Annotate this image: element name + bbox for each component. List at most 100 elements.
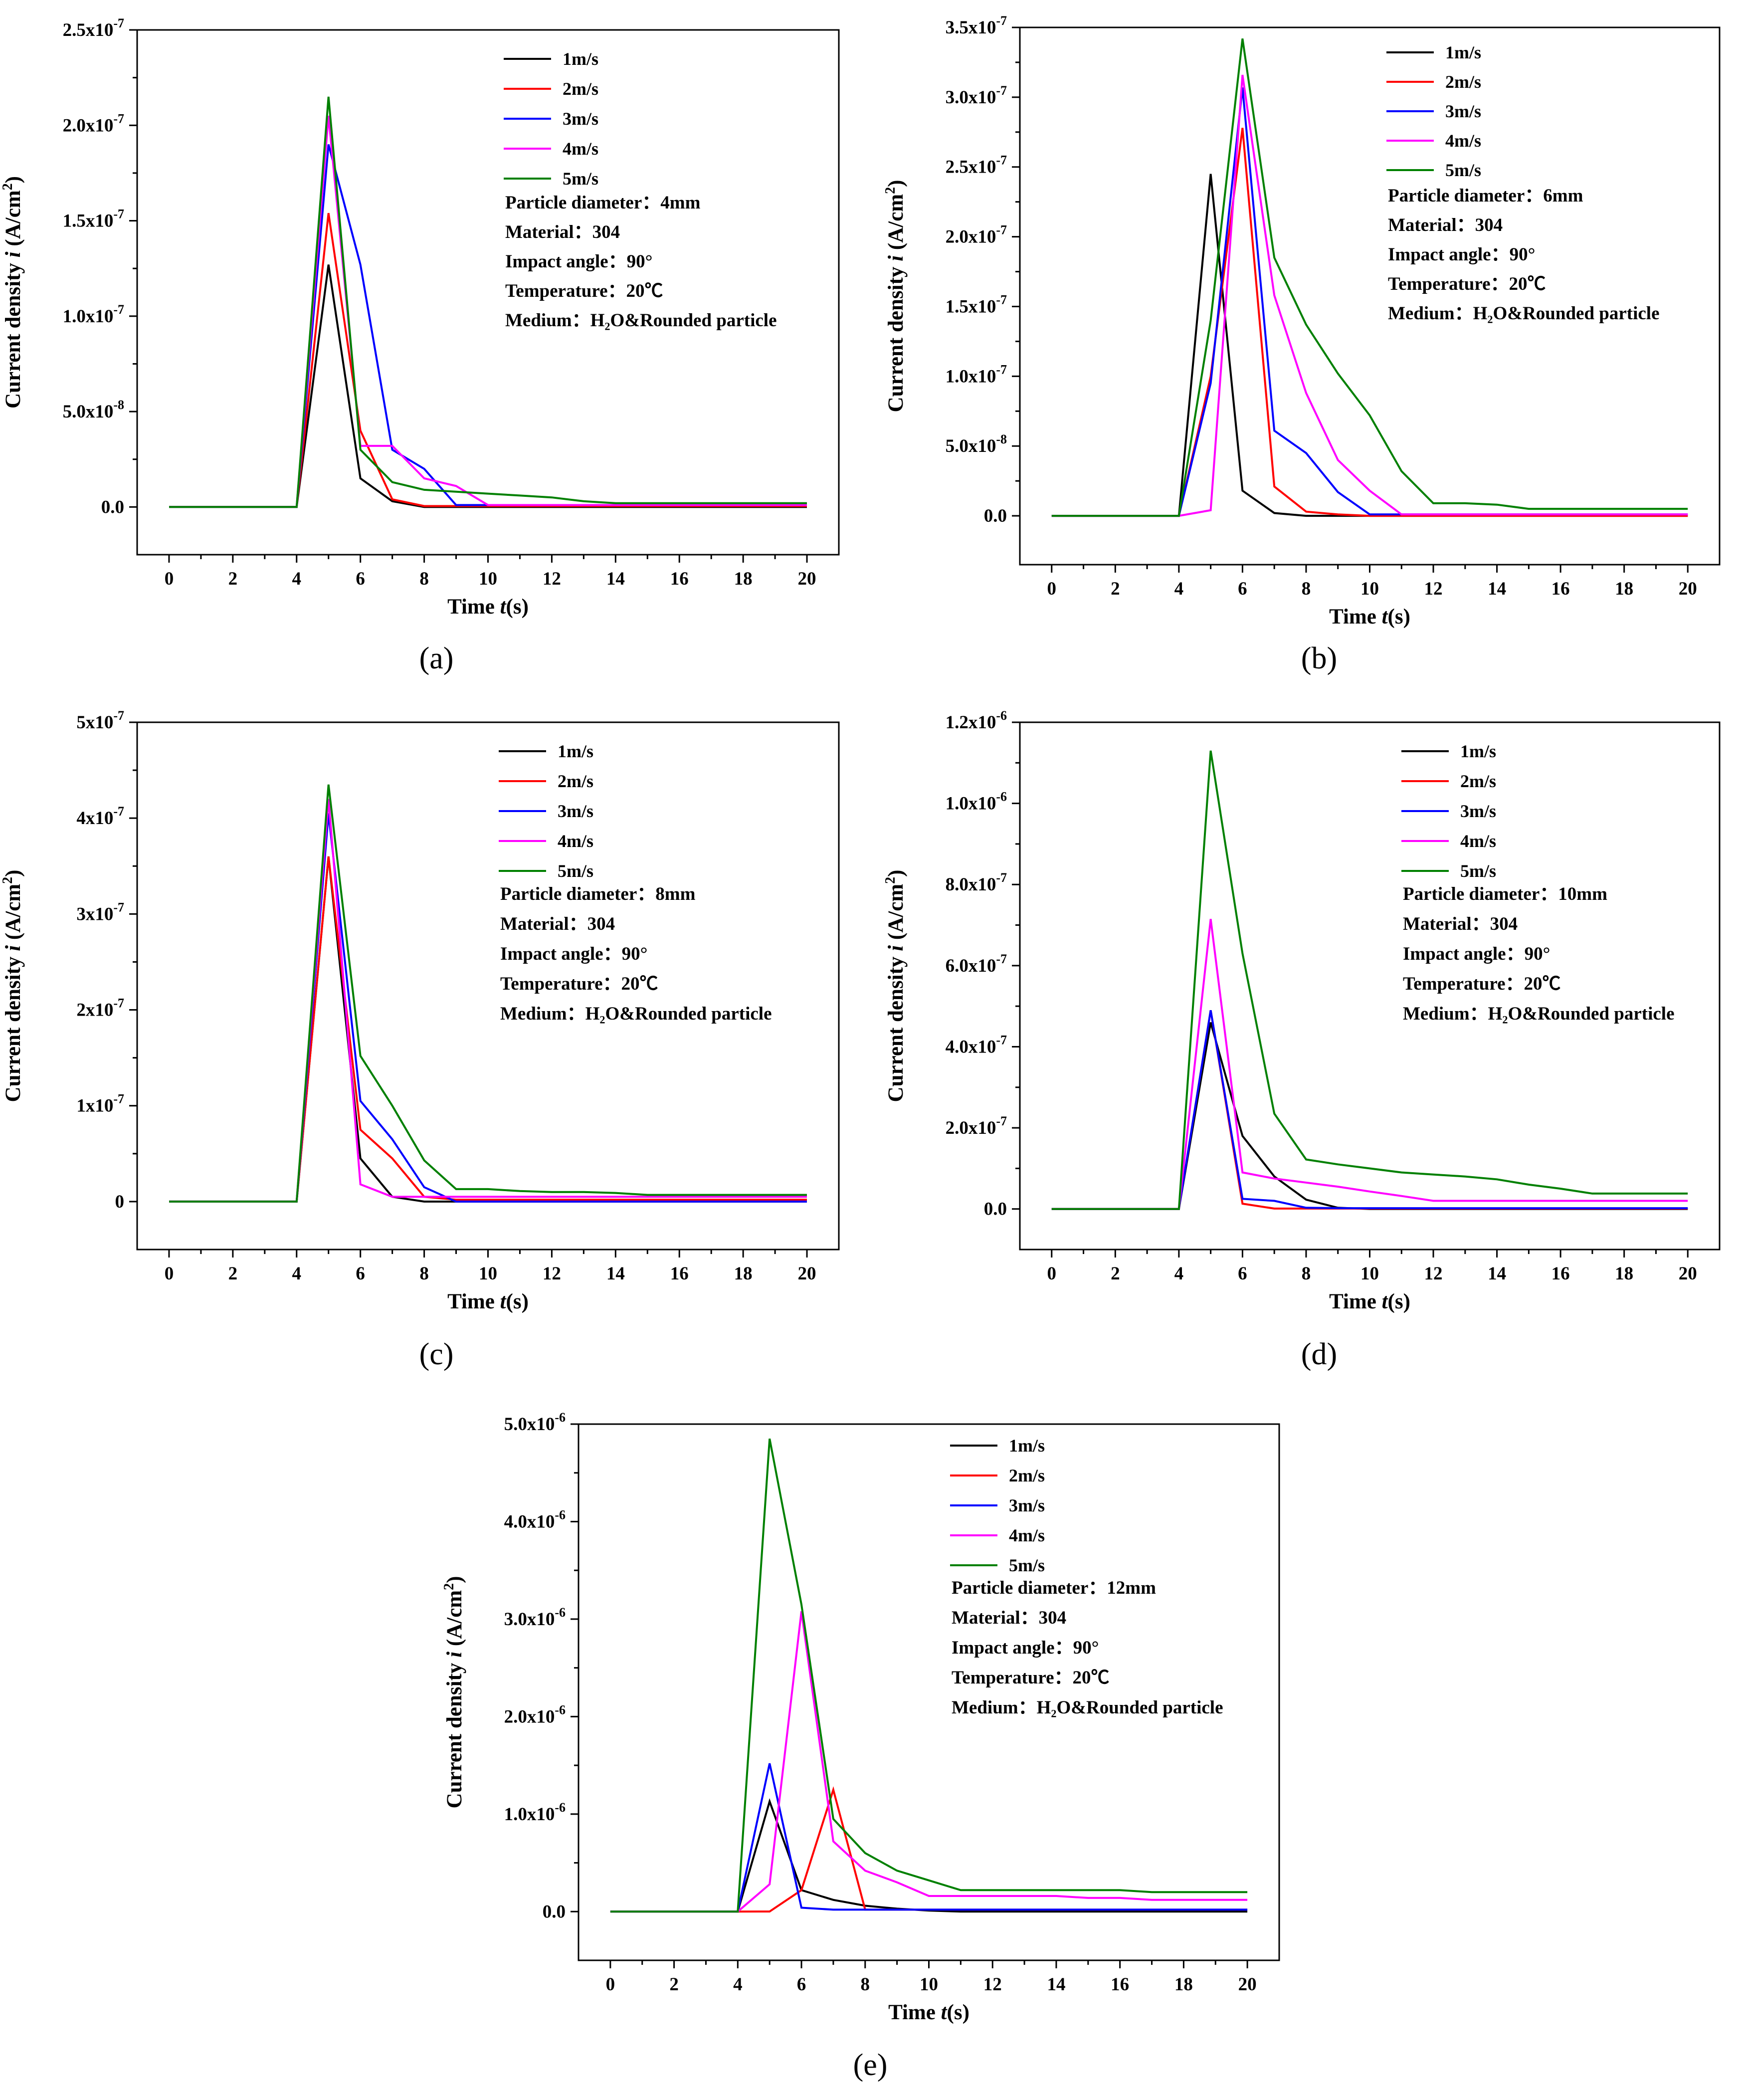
series-line-5m-per-s [169, 784, 807, 1203]
y-axis-label: Current density i (A/cm2) [0, 176, 25, 409]
annotation-label: Material： [1388, 215, 1475, 235]
annotation-label: Medium： [505, 310, 590, 331]
y-axis-label-sup: 2 [883, 877, 898, 884]
legend-label: 5m/s [563, 169, 598, 189]
annotation: Medium：H₂O&Rounded particle [505, 310, 777, 331]
y-tick-label: 1.5x10-7 [946, 292, 1007, 317]
y-tick-base: 2.0x10 [63, 115, 114, 136]
x-axis-label: Time t(s) [447, 595, 529, 619]
legend-label: 3m/s [558, 801, 593, 821]
x-axis-label-unit: (s) [506, 1290, 529, 1313]
legend-label: 3m/s [1445, 101, 1481, 121]
annotation-label: Particle diameter： [952, 1578, 1107, 1598]
y-tick-exponent: -7 [113, 1092, 124, 1106]
x-tick-label: 2 [669, 1974, 679, 1995]
x-tick-label: 2 [1111, 1263, 1120, 1284]
panel-label: (a) [419, 641, 454, 675]
x-tick-label: 20 [1238, 1974, 1257, 1995]
x-tick-label: 4 [1174, 579, 1184, 599]
series-line-3m-per-s [1051, 1010, 1688, 1210]
annotation: Particle diameter：6mm [1388, 186, 1583, 206]
y-tick-exponent: -7 [996, 223, 1007, 237]
y-tick-base: 0.0 [543, 1901, 566, 1922]
legend-label: 1m/s [1009, 1436, 1045, 1456]
y-tick-base: 5.0x10 [63, 402, 114, 422]
y-tick-base: 0.0 [984, 506, 1007, 526]
y-axis-label-sup: 2 [883, 187, 898, 194]
y-axis-label-close: ) [1, 176, 25, 183]
annotation: Impact angle：90° [505, 251, 652, 272]
y-tick-exponent: -6 [555, 1507, 566, 1522]
legend-label: 5m/s [1460, 861, 1496, 881]
y-tick-base: 2.5x10 [63, 20, 114, 40]
y-axis-label-var: i [1, 945, 25, 951]
annotation-label: Particle diameter： [1388, 186, 1543, 206]
annotation-label: Impact angle： [1403, 944, 1525, 964]
y-tick-label: 3.5x10-7 [946, 13, 1007, 38]
annotation-label: Temperature： [952, 1668, 1073, 1688]
annotation: Material：304 [1403, 914, 1518, 934]
y-axis-label-main: Current density [884, 261, 908, 413]
series-line-4m-per-s [1051, 74, 1688, 517]
annotation-value: 304 [1490, 914, 1518, 934]
x-axis-label-unit: (s) [506, 595, 529, 619]
annotation: Impact angle：90° [952, 1638, 1099, 1658]
y-tick-base: 1.5x10 [63, 211, 114, 231]
x-tick-label: 16 [670, 1263, 689, 1284]
x-tick-label: 10 [1360, 1263, 1379, 1284]
y-tick-label: 1.5x10-7 [63, 207, 124, 231]
annotation-label: Particle diameter： [1403, 884, 1558, 904]
annotation-label: Material： [952, 1608, 1039, 1628]
y-tick-exponent: -7 [113, 996, 124, 1011]
annotation-value: 20℃ [626, 281, 663, 301]
chart-panel-c: 0 2 4 6 8 10 12 14 16 18 2001x10-72x10-73x10-74x10… [0, 708, 840, 1371]
x-tick-label: 8 [1302, 1263, 1311, 1284]
annotation: Particle diameter：4mm [505, 193, 701, 213]
y-tick-label: 0 [115, 1192, 125, 1212]
x-tick-label: 14 [606, 569, 625, 589]
y-axis-label: Current density i (A/cm2) [883, 180, 908, 413]
y-tick-exponent: -7 [113, 111, 124, 126]
y-tick-base: 1x10 [76, 1096, 113, 1116]
y-tick-label: 1.0x10-6 [504, 1800, 566, 1825]
x-tick-label: 12 [543, 1263, 561, 1284]
y-axis-label-var: i [443, 1652, 466, 1658]
y-tick-base: 2.5x10 [946, 157, 996, 178]
y-tick-exponent: -7 [996, 362, 1007, 377]
legend-label: 1m/s [563, 49, 598, 69]
annotation-value: 90° [627, 251, 653, 272]
y-axis-label-unit: (A/cm [1, 190, 25, 251]
legend-label: 2m/s [563, 79, 598, 99]
annotation-label: Medium： [1388, 303, 1473, 324]
x-tick-label: 20 [798, 569, 816, 589]
x-tick-label: 14 [606, 1263, 625, 1284]
y-axis-label-unit: (A/cm [1, 884, 25, 945]
x-axis-label-var: t [1382, 605, 1389, 629]
x-tick-label: 6 [797, 1974, 806, 1995]
legend-label: 4m/s [1009, 1525, 1045, 1545]
series-line-4m-per-s [169, 799, 807, 1203]
y-tick-exponent: -7 [113, 708, 124, 723]
y-tick-exponent: -8 [113, 398, 124, 412]
x-tick-label: 16 [670, 569, 689, 589]
x-axis-label: Time t(s) [1329, 1290, 1410, 1313]
x-tick-label: 14 [1488, 579, 1506, 599]
legend-label: 2m/s [1460, 771, 1496, 791]
y-tick-exponent: -7 [996, 1114, 1007, 1128]
chart-panel-e: 0 2 4 6 8 10 12 14 16 18 200.01.0x10-62.0x10-63.0x… [441, 1410, 1280, 2082]
y-tick-label: 2.0x10-7 [63, 111, 124, 136]
y-tick-base: 0.0 [101, 497, 124, 517]
y-axis-label: Current density i (A/cm2) [0, 870, 25, 1102]
annotation-value: 304 [587, 914, 615, 934]
annotation: Impact angle：90° [1403, 944, 1550, 964]
y-tick-exponent: -7 [113, 16, 124, 30]
y-tick-base: 3.0x10 [504, 1609, 555, 1630]
series-line-2m-per-s [169, 856, 807, 1203]
annotation-value: 90° [1525, 944, 1550, 964]
legend-label: 4m/s [558, 831, 593, 851]
legend-label: 1m/s [1460, 741, 1496, 761]
y-axis-label: Current density i (A/cm2) [883, 870, 908, 1102]
y-tick-label: 4.0x10-7 [946, 1033, 1007, 1057]
annotation-label: Temperature： [1403, 974, 1524, 994]
